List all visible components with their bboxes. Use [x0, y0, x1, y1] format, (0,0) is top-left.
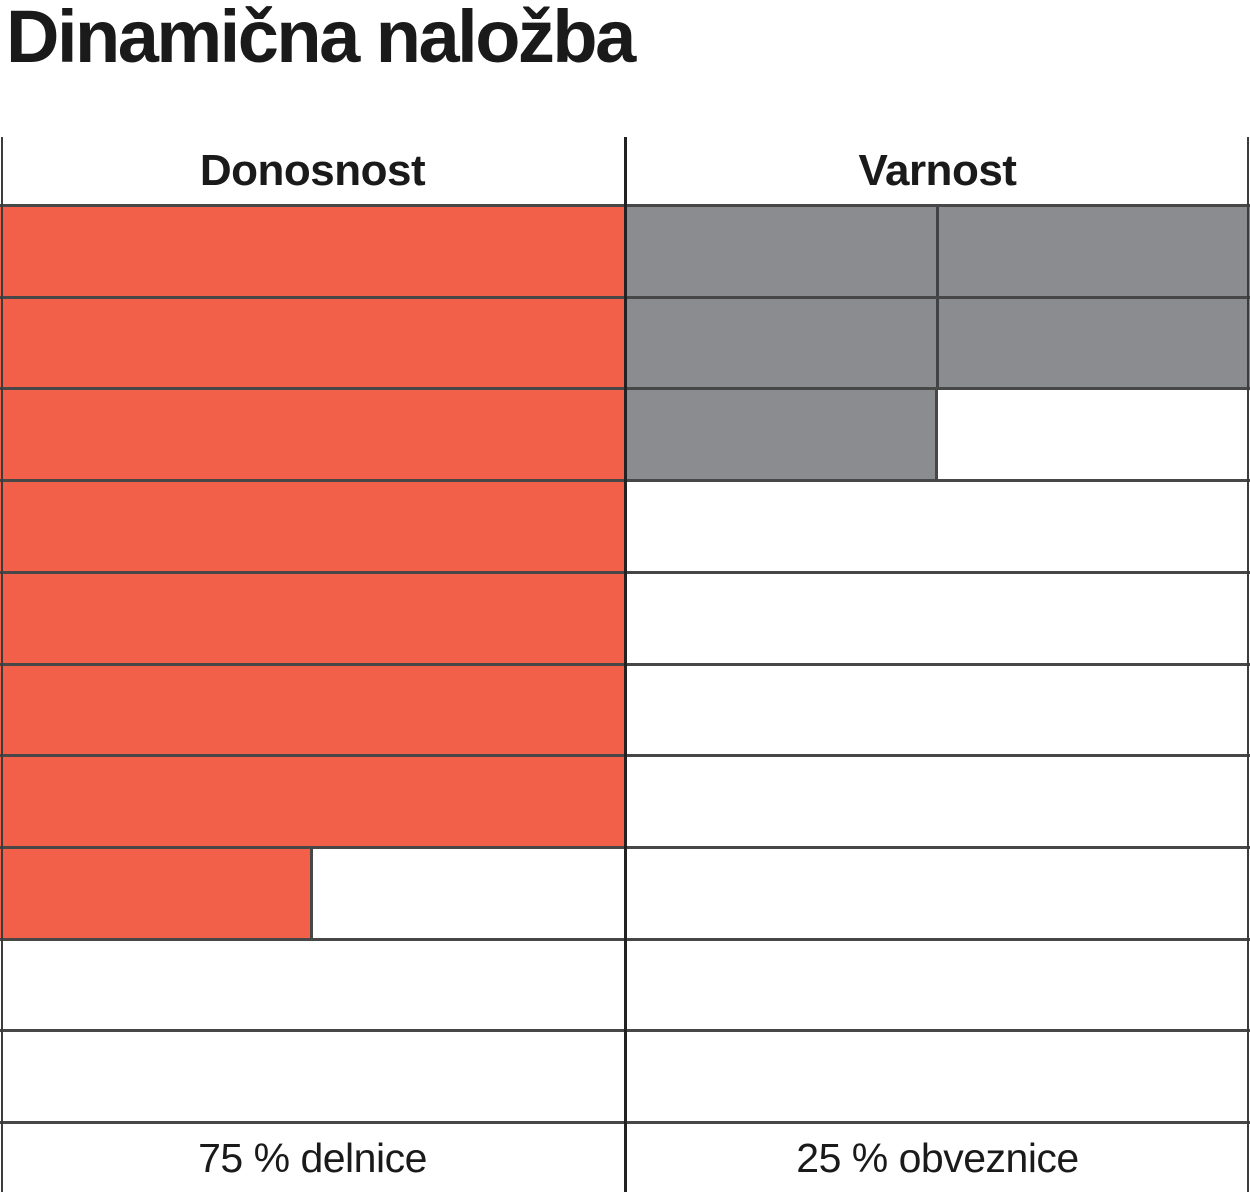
rating-table: Donosnost Varnost 75 % delnice 25 % obve… — [0, 137, 1250, 1192]
footer-label-obveznice: 25 % obveznice — [796, 1134, 1079, 1181]
rating-rows — [0, 204, 1250, 1121]
rating-row — [0, 754, 1250, 846]
varnost-cell — [625, 666, 1250, 755]
donosnost-fill-bar-full — [0, 757, 625, 846]
donosnost-cell — [0, 848, 625, 938]
donosnost-fill-bar-full — [0, 573, 625, 663]
donosnost-fill-bar-full — [0, 298, 625, 388]
donosnost-fill-bar-full — [0, 665, 625, 755]
varnost-fill-bar-full — [625, 207, 1250, 296]
donosnost-cell — [0, 390, 625, 480]
table-column-divider — [624, 137, 627, 1192]
donosnost-cell — [0, 482, 625, 571]
varnost-cell — [625, 574, 1250, 663]
varnost-fill-bar-full — [625, 298, 1250, 388]
donosnost-fill-bar-half — [0, 848, 313, 938]
table-right-border — [1247, 137, 1249, 1192]
footer-label-delnice: 75 % delnice — [198, 1134, 427, 1181]
donosnost-fill-bar-full — [0, 482, 625, 571]
donosnost-cell — [0, 665, 625, 755]
varnost-cell — [625, 849, 1250, 938]
column-header-varnost: Varnost — [858, 145, 1017, 195]
donosnost-cell — [0, 207, 625, 296]
varnost-fill-bar-half — [625, 390, 938, 480]
table-left-border — [1, 137, 3, 1192]
donosnost-fill-bar-full — [0, 207, 625, 296]
varnost-cell — [625, 390, 1250, 480]
column-header-donosnost: Donosnost — [199, 145, 426, 195]
donosnost-cell — [0, 298, 625, 388]
table-header-row: Donosnost Varnost — [0, 137, 1250, 204]
varnost-cell — [625, 1032, 1250, 1121]
donosnost-cell — [0, 1032, 625, 1121]
varnost-cell — [625, 757, 1250, 846]
varnost-cell — [625, 941, 1250, 1030]
donosnost-cell — [0, 757, 625, 846]
varnost-cell — [625, 298, 1250, 388]
donosnost-fill-bar-full — [0, 390, 625, 480]
rating-row — [0, 387, 1250, 480]
varnost-cell — [625, 207, 1250, 296]
varnost-cell — [625, 482, 1250, 571]
page-title: Dinamična naložba — [6, 0, 636, 78]
donosnost-cell — [0, 573, 625, 663]
donosnost-cell — [0, 941, 625, 1030]
